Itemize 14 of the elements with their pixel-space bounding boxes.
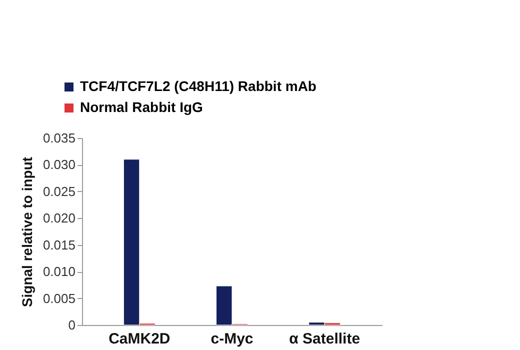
y-tick-label: 0.005: [42, 290, 76, 306]
y-tick-label: 0.025: [42, 184, 76, 199]
y-tick-label: 0.035: [42, 130, 76, 146]
legend-label: Normal Rabbit IgG: [80, 99, 204, 115]
y-tick-label: 0.010: [42, 264, 76, 280]
x-tick-label: c-Myc: [210, 330, 254, 348]
legend-label: TCF4/TCF7L2 (C48H11) Rabbit mAb: [80, 78, 316, 94]
x-tick-label: α Satellite: [289, 330, 360, 348]
y-tick-label: 0.030: [42, 157, 76, 172]
x-tick-label: CaMK2D: [108, 330, 170, 348]
y-tick-label: 0: [68, 318, 76, 332]
y-tick-label: 0.020: [42, 210, 76, 226]
y-tick-label: 0.015: [42, 237, 76, 252]
y-axis-title: Signal relative to input: [18, 156, 35, 308]
